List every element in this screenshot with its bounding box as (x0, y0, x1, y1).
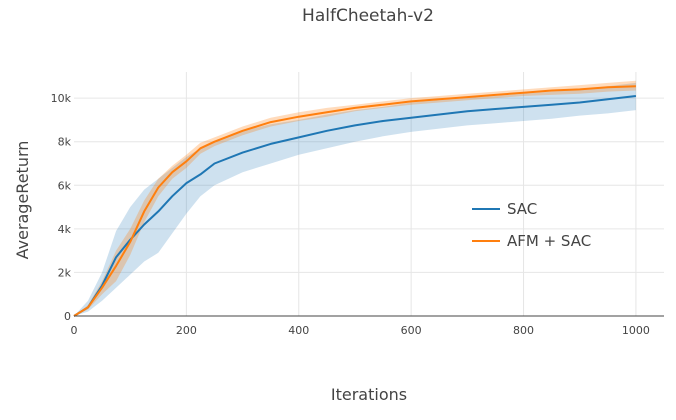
x-axis-ticks: 0 200 400 600 800 1000 (71, 324, 650, 337)
x-tick-label: 400 (288, 324, 309, 337)
x-axis-title: Iterations (331, 385, 407, 404)
y-axis-ticks: 0 2k 4k 6k 8k 10k (51, 92, 72, 323)
legend-label: SAC (507, 200, 537, 218)
chart-title: HalfCheetah-v2 (302, 6, 434, 26)
confidence-bands (74, 80, 636, 317)
y-tick-label: 6k (58, 179, 72, 192)
line-series-1 (73, 85, 636, 317)
band-series-0 (74, 82, 636, 317)
x-tick-label: 800 (513, 324, 534, 337)
x-tick-label: 600 (401, 324, 422, 337)
x-tick-label: 1000 (622, 324, 650, 337)
y-axis-title: AverageReturn (13, 141, 32, 260)
y-tick-label: 2k (58, 266, 72, 279)
y-tick-label: 4k (58, 223, 72, 236)
y-tick-label: 8k (58, 136, 72, 149)
gridlines (74, 72, 664, 316)
x-tick-label: 0 (71, 324, 78, 337)
y-tick-label: 10k (51, 92, 72, 105)
series-lines (73, 85, 637, 317)
legend: SAC AFM + SAC (472, 200, 591, 250)
y-tick-label: 0 (64, 310, 71, 323)
legend-label: AFM + SAC (507, 232, 591, 250)
band-series-1 (74, 80, 636, 316)
x-tick-label: 200 (176, 324, 197, 337)
